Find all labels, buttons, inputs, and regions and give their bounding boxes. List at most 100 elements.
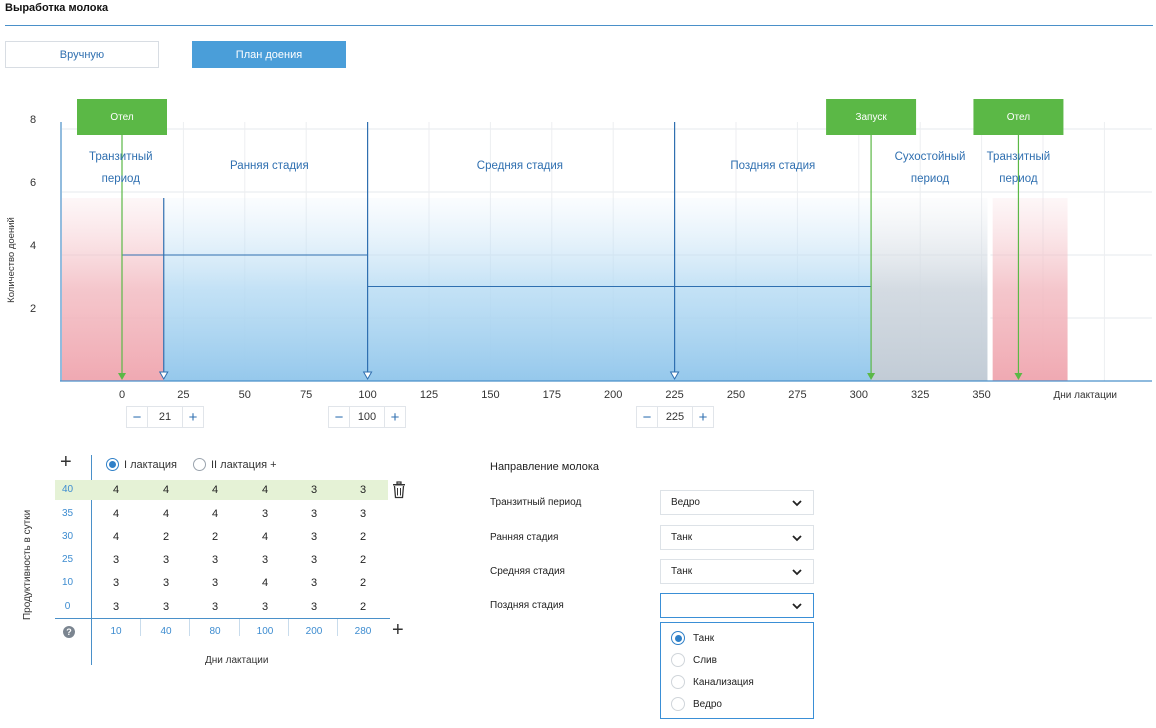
milkings-cell[interactable]: 3: [112, 577, 120, 589]
day-separator: [337, 619, 338, 636]
radio-selected-icon: [671, 631, 685, 645]
lactation-day-cell[interactable]: 80: [209, 626, 221, 637]
dir-option-tank[interactable]: Танк: [671, 631, 714, 645]
event-flag: [826, 99, 917, 135]
milkings-cell[interactable]: 3: [310, 508, 318, 520]
milkings-cell[interactable]: 4: [261, 484, 269, 496]
event-flag: [973, 99, 1064, 135]
stepper-late-minus[interactable]: −: [636, 406, 658, 428]
stepper-middle-minus[interactable]: −: [328, 406, 350, 428]
milkings-cell[interactable]: 3: [162, 554, 170, 566]
x-tick-label: 250: [727, 389, 745, 401]
milkings-cell[interactable]: 3: [112, 554, 120, 566]
stepper-late-plus[interactable]: +: [692, 406, 714, 428]
milkings-cell[interactable]: 2: [359, 601, 367, 613]
x-tick-label: 50: [239, 389, 251, 401]
boundary-handle-icon: [362, 371, 373, 381]
milkings-cell[interactable]: 2: [359, 531, 367, 543]
radio-selected-icon: [106, 458, 119, 471]
milkings-cell[interactable]: 3: [211, 554, 219, 566]
dir-option-label: Танк: [693, 632, 715, 644]
milkings-cell[interactable]: 3: [211, 601, 219, 613]
region-transit: [62, 198, 164, 381]
milkings-cell[interactable]: 3: [310, 577, 318, 589]
dir-select-late[interactable]: [660, 593, 814, 618]
milkings-cell[interactable]: 3: [310, 554, 318, 566]
milkings-cell[interactable]: 3: [211, 577, 219, 589]
dir-option-sewer[interactable]: Канализация: [671, 675, 754, 689]
milkings-cell[interactable]: 4: [211, 508, 219, 520]
dir-select-transit[interactable]: Ведро: [660, 490, 814, 515]
stepper-early-minus[interactable]: −: [126, 406, 148, 428]
lactation-2-radio[interactable]: II лактация +: [193, 458, 277, 471]
dir-select-early[interactable]: Танк: [660, 525, 814, 550]
dir-dropdown-menu: Танк Слив Канализация Ведро: [660, 622, 814, 719]
period-label: Сухостойный: [895, 151, 966, 163]
dir-select-middle[interactable]: Танк: [660, 559, 814, 584]
lactation-day-cell[interactable]: 10: [110, 626, 122, 637]
x-tick-label: 300: [850, 389, 868, 401]
stage-boundaries: [158, 122, 991, 381]
period-label: период: [102, 173, 141, 185]
mode-plan-button[interactable]: План доения: [192, 41, 346, 68]
day-separator: [288, 619, 289, 636]
dir-option-bucket[interactable]: Ведро: [671, 697, 722, 711]
stepper-early-plus[interactable]: +: [182, 406, 204, 428]
milkings-cell[interactable]: 2: [359, 554, 367, 566]
event-flag-label: Отел: [110, 112, 133, 123]
stepper-middle-plus[interactable]: +: [384, 406, 406, 428]
milkings-cell[interactable]: 4: [261, 577, 269, 589]
milkings-cell[interactable]: 3: [261, 508, 269, 520]
milkings-cell[interactable]: 4: [112, 531, 120, 543]
milkings-cell[interactable]: 4: [112, 508, 120, 520]
lactation-day-cell[interactable]: 40: [160, 626, 172, 637]
milkings-cell[interactable]: 4: [162, 508, 170, 520]
mode-manual-button[interactable]: Вручную: [5, 41, 159, 68]
x-tick-label: 0: [119, 389, 125, 401]
dir-option-drain[interactable]: Слив: [671, 653, 717, 667]
lactation-1-label: I лактация: [124, 458, 178, 471]
help-icon[interactable]: ?: [63, 626, 75, 638]
stepper-late-value[interactable]: 225: [658, 406, 692, 428]
milkings-cell[interactable]: 2: [359, 577, 367, 589]
x-tick-label: 325: [911, 389, 929, 401]
add-column-button[interactable]: +: [392, 619, 404, 641]
milkings-cell[interactable]: 3: [359, 484, 367, 496]
stepper-middle-value[interactable]: 100: [350, 406, 384, 428]
milkings-cell[interactable]: 4: [112, 484, 120, 496]
y-tick-label: 8: [30, 114, 36, 126]
milkings-cell[interactable]: 3: [310, 601, 318, 613]
dir-select-middle-value: Танк: [671, 566, 693, 577]
milkings-cell[interactable]: 3: [261, 554, 269, 566]
milkings-cell[interactable]: 2: [211, 531, 219, 543]
milkings-cell[interactable]: 3: [162, 601, 170, 613]
milkings-cell[interactable]: 3: [310, 531, 318, 543]
chevron-down-icon: [792, 535, 802, 542]
y-axis-label: Количество доений: [6, 217, 17, 303]
milkings-cell[interactable]: 4: [211, 484, 219, 496]
stepper-middle: − 100 +: [328, 405, 406, 429]
milkings-cell[interactable]: 4: [162, 484, 170, 496]
lactation-day-cell[interactable]: 280: [354, 626, 372, 637]
x-tick-label: 275: [788, 389, 806, 401]
trash-icon[interactable]: [391, 481, 407, 499]
milkings-cell[interactable]: 3: [261, 601, 269, 613]
milkings-cell[interactable]: 3: [162, 577, 170, 589]
add-row-button[interactable]: +: [60, 451, 72, 473]
x-tick-label: 350: [972, 389, 990, 401]
event-marker-icon: [1014, 373, 1023, 380]
radio-empty-icon: [671, 675, 685, 689]
milkings-cell[interactable]: 3: [112, 601, 120, 613]
productivity-value: 40: [61, 484, 74, 495]
lactation-1-radio[interactable]: I лактация: [106, 458, 177, 471]
lactation-day-cell[interactable]: 200: [305, 626, 323, 637]
lactation-day-cell[interactable]: 100: [256, 626, 274, 637]
stepper-early-value[interactable]: 21: [148, 406, 182, 428]
milkings-cell[interactable]: 3: [359, 508, 367, 520]
milkings-cell[interactable]: 2: [162, 531, 170, 543]
milkings-cell[interactable]: 3: [310, 484, 318, 496]
event-marker-icon: [118, 373, 126, 380]
chevron-down-icon: [792, 603, 802, 610]
table-vertical-axis: [91, 455, 92, 665]
milkings-cell[interactable]: 4: [261, 531, 269, 543]
